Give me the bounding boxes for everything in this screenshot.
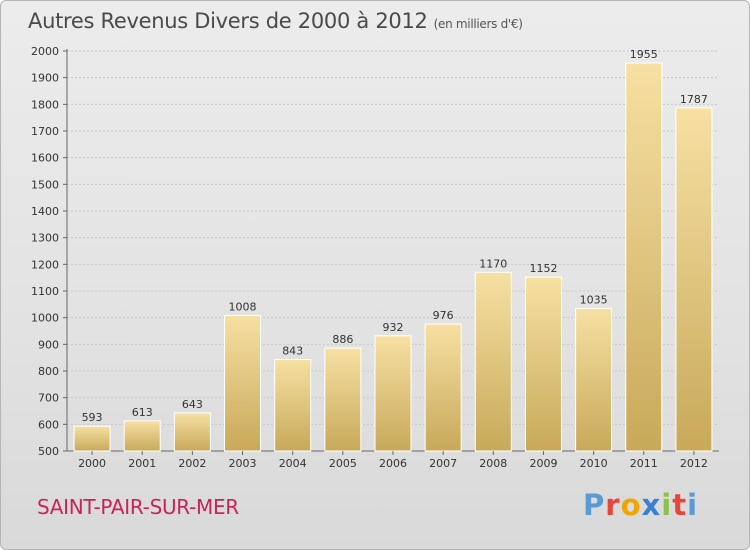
logo-letter: P [583, 488, 606, 522]
bar [73, 425, 111, 452]
bar [274, 359, 312, 452]
data-label: 932 [383, 321, 404, 334]
x-tick-label: 2008 [479, 457, 507, 470]
x-tick-label: 2007 [429, 457, 457, 470]
data-label: 1035 [580, 293, 608, 306]
bar [675, 107, 713, 452]
y-tick-label: 900 [38, 338, 59, 351]
logo-letter: x [641, 488, 662, 522]
x-tick-label: 2002 [178, 457, 206, 470]
logo-letter: r [605, 488, 621, 522]
y-tick-label: 1100 [31, 285, 59, 298]
y-tick-label: 1000 [31, 312, 59, 325]
logo-letter: t [672, 488, 688, 522]
logo-letter: o [620, 488, 642, 522]
data-label: 613 [132, 406, 153, 419]
x-tick-label: 2006 [379, 457, 407, 470]
commune-name: SAINT-PAIR-SUR-MER [37, 495, 239, 519]
x-tick-label: 2012 [680, 457, 708, 470]
y-tick-label: 1400 [31, 205, 59, 218]
bar [575, 307, 613, 452]
x-tick-label: 2009 [529, 457, 557, 470]
chart-title: Autres Revenus Divers de 2000 à 2012 (en … [28, 9, 523, 33]
y-tick-label: 800 [38, 365, 59, 378]
y-tick-label: 1700 [31, 125, 59, 138]
proxiti-logo: Proxiti [583, 488, 698, 522]
x-tick-label: 2010 [580, 457, 608, 470]
data-label: 886 [332, 333, 353, 346]
y-tick-label: 1900 [31, 72, 59, 85]
bar [224, 315, 262, 452]
y-tick-label: 1600 [31, 152, 59, 165]
bar [123, 420, 161, 452]
data-label: 976 [433, 309, 454, 322]
y-tick-label: 2000 [31, 45, 59, 58]
data-label: 843 [282, 345, 303, 358]
bar [374, 335, 412, 452]
data-label: 1152 [529, 262, 557, 275]
y-tick-label: 500 [38, 445, 59, 458]
x-tick-label: 2004 [279, 457, 307, 470]
bar [625, 62, 663, 452]
data-label: 593 [82, 411, 103, 424]
logo-letter: i [661, 488, 673, 522]
y-tick-label: 1300 [31, 232, 59, 245]
bar [424, 323, 462, 452]
x-tick-label: 2000 [78, 457, 106, 470]
bar [324, 347, 362, 452]
bar [474, 271, 512, 452]
x-tick-label: 2003 [229, 457, 257, 470]
unit-label: (en milliers d'€) [433, 17, 523, 31]
data-label: 643 [182, 398, 203, 411]
y-tick-label: 1500 [31, 178, 59, 191]
y-tick-label: 600 [38, 418, 59, 431]
y-tick-label: 700 [38, 392, 59, 405]
x-tick-label: 2005 [329, 457, 357, 470]
x-tick-label: 2001 [128, 457, 156, 470]
bar [524, 276, 562, 452]
data-label: 1955 [630, 48, 658, 61]
y-tick-label: 1200 [31, 258, 59, 271]
data-label: 1008 [229, 301, 257, 314]
bar [173, 412, 211, 452]
logo-letter: i [687, 488, 699, 522]
data-label: 1170 [479, 257, 507, 270]
title-text: Autres Revenus Divers de 2000 à 2012 [28, 9, 428, 33]
y-tick-label: 1800 [31, 98, 59, 111]
x-tick-label: 2011 [630, 457, 658, 470]
data-label: 1787 [680, 93, 708, 106]
